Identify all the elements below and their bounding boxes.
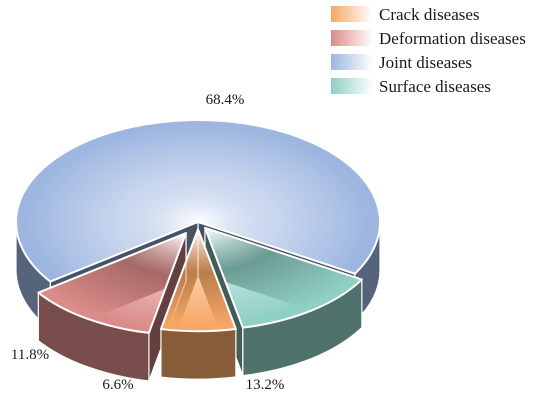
pct-label-crack-diseases: 6.6% bbox=[102, 377, 133, 393]
legend-swatch-surface-diseases bbox=[331, 78, 373, 94]
legend: Crack diseases Deformation diseases Joint … bbox=[331, 5, 526, 96]
slice-deformation-diseases bbox=[37, 232, 188, 334]
legend-label-crack-diseases: Crack diseases bbox=[379, 5, 480, 24]
legend-item-joint-diseases: Joint diseases bbox=[331, 53, 472, 72]
legend-swatch-deformation-diseases bbox=[331, 30, 373, 46]
legend-label-surface-diseases: Surface diseases bbox=[379, 77, 491, 96]
percentage-labels: 6.6% 11.8% 68.4% 13.2% bbox=[11, 92, 284, 393]
legend-label-joint-diseases: Joint diseases bbox=[379, 53, 472, 72]
pct-label-deformation-diseases: 11.8% bbox=[11, 347, 49, 363]
slice-tops bbox=[15, 119, 381, 334]
legend-item-crack-diseases: Crack diseases bbox=[331, 5, 480, 24]
legend-swatch-joint-diseases bbox=[331, 54, 373, 70]
pct-label-surface-diseases: 13.2% bbox=[246, 377, 285, 393]
legend-swatch-crack-diseases bbox=[331, 6, 373, 22]
slice-surface-diseases bbox=[204, 226, 363, 329]
legend-label-deformation-diseases: Deformation diseases bbox=[379, 29, 526, 48]
pct-label-joint-diseases: 68.4% bbox=[206, 92, 245, 108]
slice-joint-diseases bbox=[15, 119, 381, 283]
crack-diseases-outer-side-0 bbox=[160, 328, 237, 380]
legend-item-deformation-diseases: Deformation diseases bbox=[331, 29, 526, 48]
slice-crack-diseases bbox=[159, 228, 237, 333]
legend-item-surface-diseases: Surface diseases bbox=[331, 77, 491, 96]
